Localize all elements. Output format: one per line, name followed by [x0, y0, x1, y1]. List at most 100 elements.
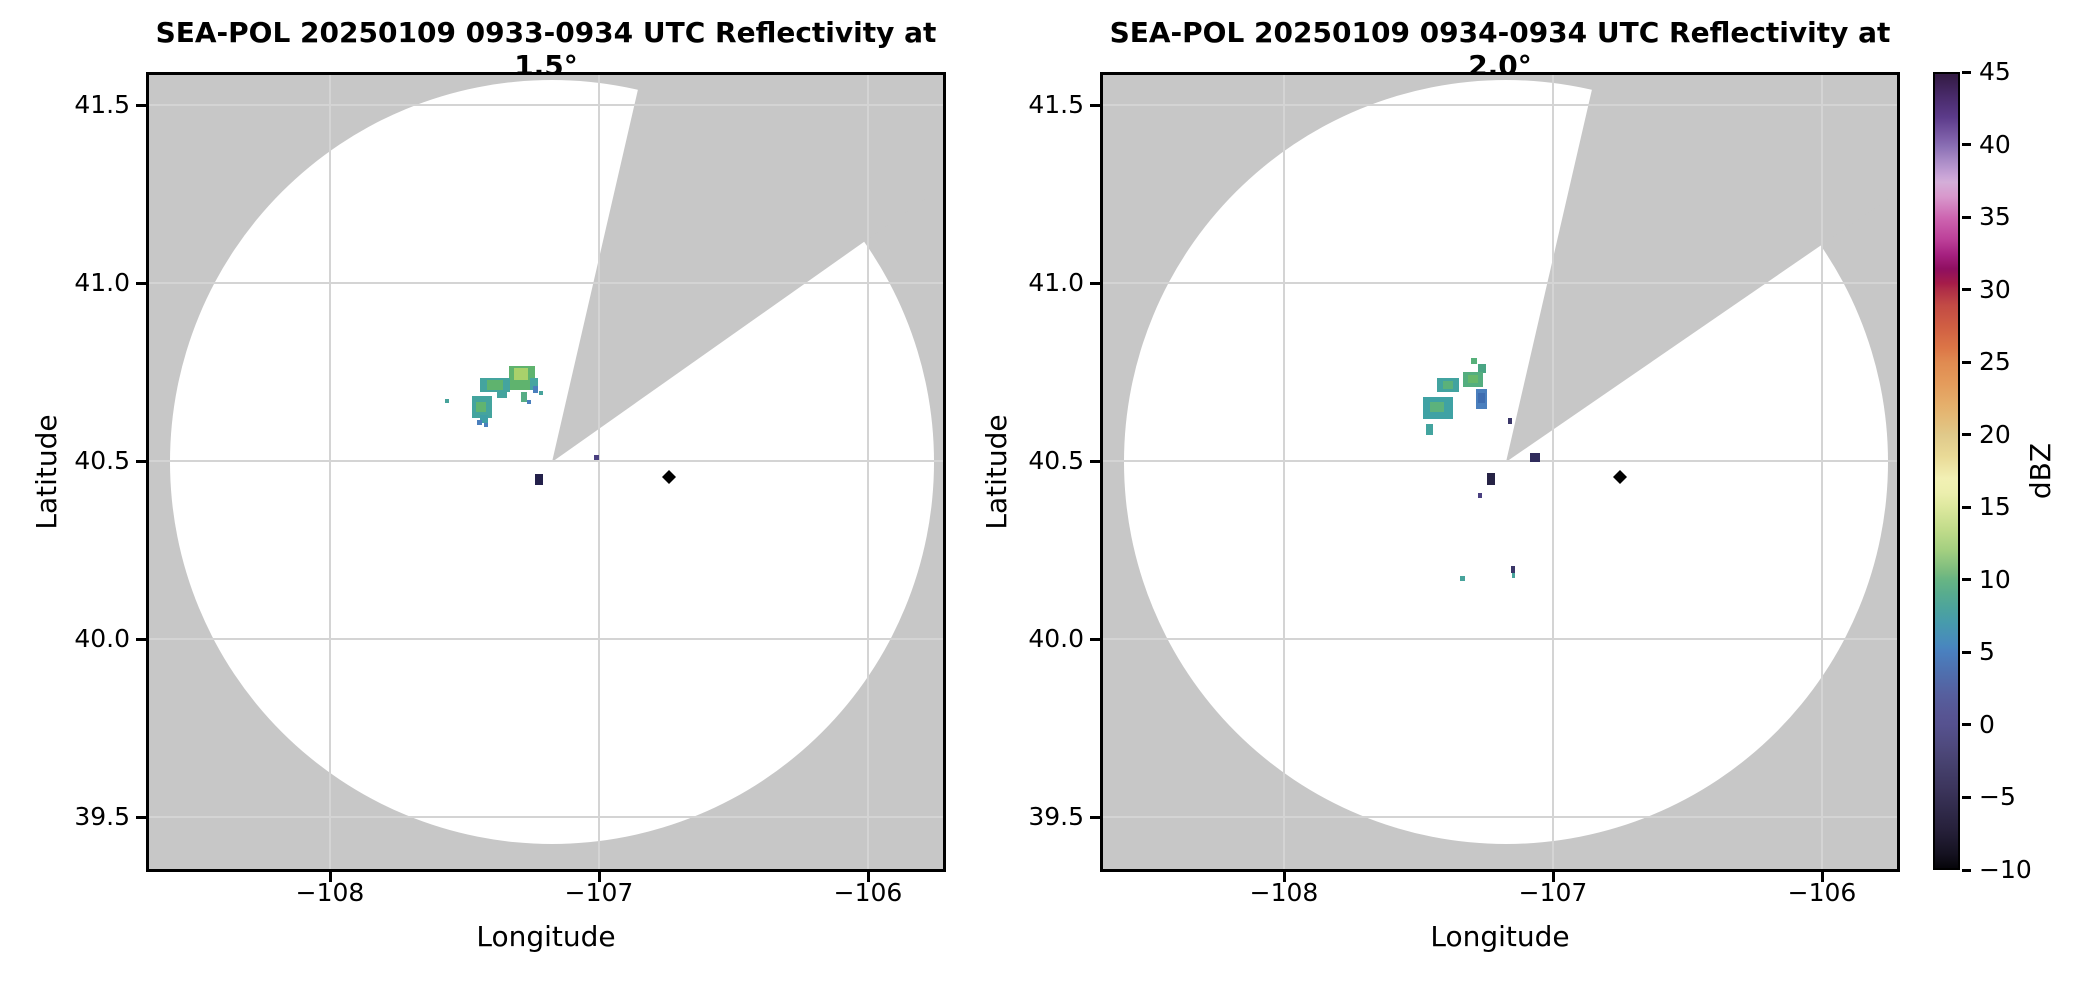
y-tick-mark	[1090, 815, 1100, 819]
echo-pixel	[497, 390, 507, 398]
x-tick-mark	[328, 872, 332, 882]
colorbar-tick-mark	[1962, 215, 1971, 219]
echo-pixel	[1478, 493, 1482, 498]
x-tick-label: −108	[295, 878, 365, 907]
colorbar-tick-mark	[1962, 288, 1971, 292]
colorbar-tick-mark	[1962, 143, 1971, 147]
y-tick-mark	[136, 103, 146, 107]
y-tick-label: 41.5	[1028, 90, 1084, 119]
echo-pixel	[445, 399, 449, 403]
x-tick-mark	[1282, 872, 1286, 882]
colorbar-axis-label: dBZ	[2024, 442, 2057, 500]
colorbar-tick-label: −5	[1979, 782, 2016, 812]
radar-ppi-panel-1-5deg: −108 −107 −106 41.5 41.0 40.5 40.0 39.5	[74, 72, 946, 907]
x-tick-label: −107	[564, 878, 634, 907]
y-tick-mark	[136, 637, 146, 641]
x-tick-mark	[866, 872, 870, 882]
y-tick-label: 41.5	[74, 90, 130, 119]
colorbar-tick-mark	[1962, 650, 1971, 654]
colorbar-tick-mark	[1962, 795, 1971, 799]
echo-pixel	[1508, 418, 1512, 424]
y-tick-mark	[1090, 281, 1100, 285]
colorbar-tick-mark	[1962, 723, 1971, 727]
colorbar-tick-label: 45	[1979, 57, 2011, 86]
colorbar-tick-label: 10	[1979, 564, 2011, 594]
axes-spine	[146, 72, 946, 872]
echo-pixel	[477, 420, 482, 425]
echo-pixel	[527, 400, 531, 404]
echo-pixel	[539, 391, 543, 395]
echo-pixel	[535, 474, 543, 485]
colorbar-tick-mark	[1962, 578, 1971, 582]
colorbar-tick-mark	[1962, 360, 1971, 364]
echo-pixel	[1512, 573, 1515, 578]
echo-pixel	[530, 378, 538, 390]
echo-pixel	[594, 455, 599, 460]
y-tick-label: 39.5	[1028, 802, 1084, 831]
y-tick-label: 41.0	[74, 268, 130, 297]
echo-pixel	[1430, 402, 1444, 412]
echo-pixel	[480, 415, 488, 423]
colorbar-tick-label: 5	[1979, 637, 1995, 667]
echo-pixel	[1478, 364, 1486, 373]
colorbar-gradient	[1933, 72, 1960, 870]
page-title-left: SEA-POL 20250109 0933-0934 UTC Reflectiv…	[155, 16, 937, 82]
colorbar-tick-label: 0	[1979, 709, 1995, 739]
y-tick-mark	[1090, 459, 1100, 463]
y-tick-label: 40.5	[74, 446, 130, 475]
colorbar-tick-label: 35	[1979, 202, 2011, 232]
x-tick-mark	[1820, 872, 1824, 882]
colorbar-tick-mark	[1962, 868, 1971, 872]
y-tick-label: 39.5	[74, 802, 130, 831]
echo-pixel	[1530, 453, 1540, 462]
x-tick-label: −108	[1249, 878, 1319, 907]
radar-plot	[1100, 72, 1900, 872]
echo-pixel	[1443, 381, 1453, 389]
radar-plot	[146, 72, 946, 872]
y-tick-label: 40.0	[1028, 624, 1084, 653]
x-tick-label: −107	[1518, 878, 1588, 907]
echo-pixel	[484, 423, 488, 427]
y-tick-label: 40.5	[1028, 446, 1084, 475]
x-tick-mark	[1551, 872, 1555, 882]
colorbar-tick-label: 25	[1979, 347, 2011, 377]
colorbar-tick-label: 15	[1979, 492, 2011, 522]
colorbar-tick-mark	[1962, 505, 1971, 509]
echo-pixel	[1487, 473, 1495, 485]
colorbar-tick-label: 40	[1979, 129, 2011, 159]
blocked-sector-wedge	[552, 72, 946, 462]
axes-spine	[1100, 72, 1900, 872]
echo-pixel	[476, 402, 486, 412]
echo-pixel	[521, 392, 527, 402]
y-tick-mark	[136, 281, 146, 285]
site-marker-diamond	[1613, 470, 1627, 484]
colorbar-tick-label: 30	[1979, 274, 2011, 304]
x-tick-label: −106	[1787, 878, 1857, 907]
colorbar-ticks: 45 40 35 30 25 20 15 10 5 0 −5 −10	[1933, 57, 2053, 884]
colorbar-tick-mark	[1962, 70, 1971, 74]
x-tick-mark	[597, 872, 601, 882]
echo-pixel	[1468, 375, 1478, 383]
site-marker-diamond	[662, 470, 676, 484]
echo-pixel	[1478, 393, 1485, 403]
radar-ppi-panel-2-0deg: −108 −107 −106 41.5 41.0 40.5 40.0 39.5	[1028, 72, 1900, 907]
x-axis-label-right: Longitude	[1430, 920, 1570, 953]
echo-pixel	[1460, 576, 1465, 581]
y-tick-mark	[136, 459, 146, 463]
colorbar-tick-mark	[1962, 433, 1971, 437]
y-tick-mark	[1090, 637, 1100, 641]
y-tick-label: 41.0	[1028, 268, 1084, 297]
y-tick-mark	[136, 815, 146, 819]
echo-pixel	[487, 380, 503, 390]
y-tick-mark	[1090, 103, 1100, 107]
x-axis-label-left: Longitude	[476, 920, 616, 953]
x-tick-label: −106	[833, 878, 903, 907]
echo-pixel	[1471, 358, 1477, 364]
colorbar-tick-label: 20	[1979, 419, 2011, 449]
blocked-sector-wedge	[1506, 72, 1900, 462]
echo-pixel	[1426, 424, 1433, 435]
y-tick-label: 40.0	[74, 624, 130, 653]
page-title-right: SEA-POL 20250109 0934-0934 UTC Reflectiv…	[1109, 16, 1891, 82]
echo-pixel	[533, 386, 538, 393]
